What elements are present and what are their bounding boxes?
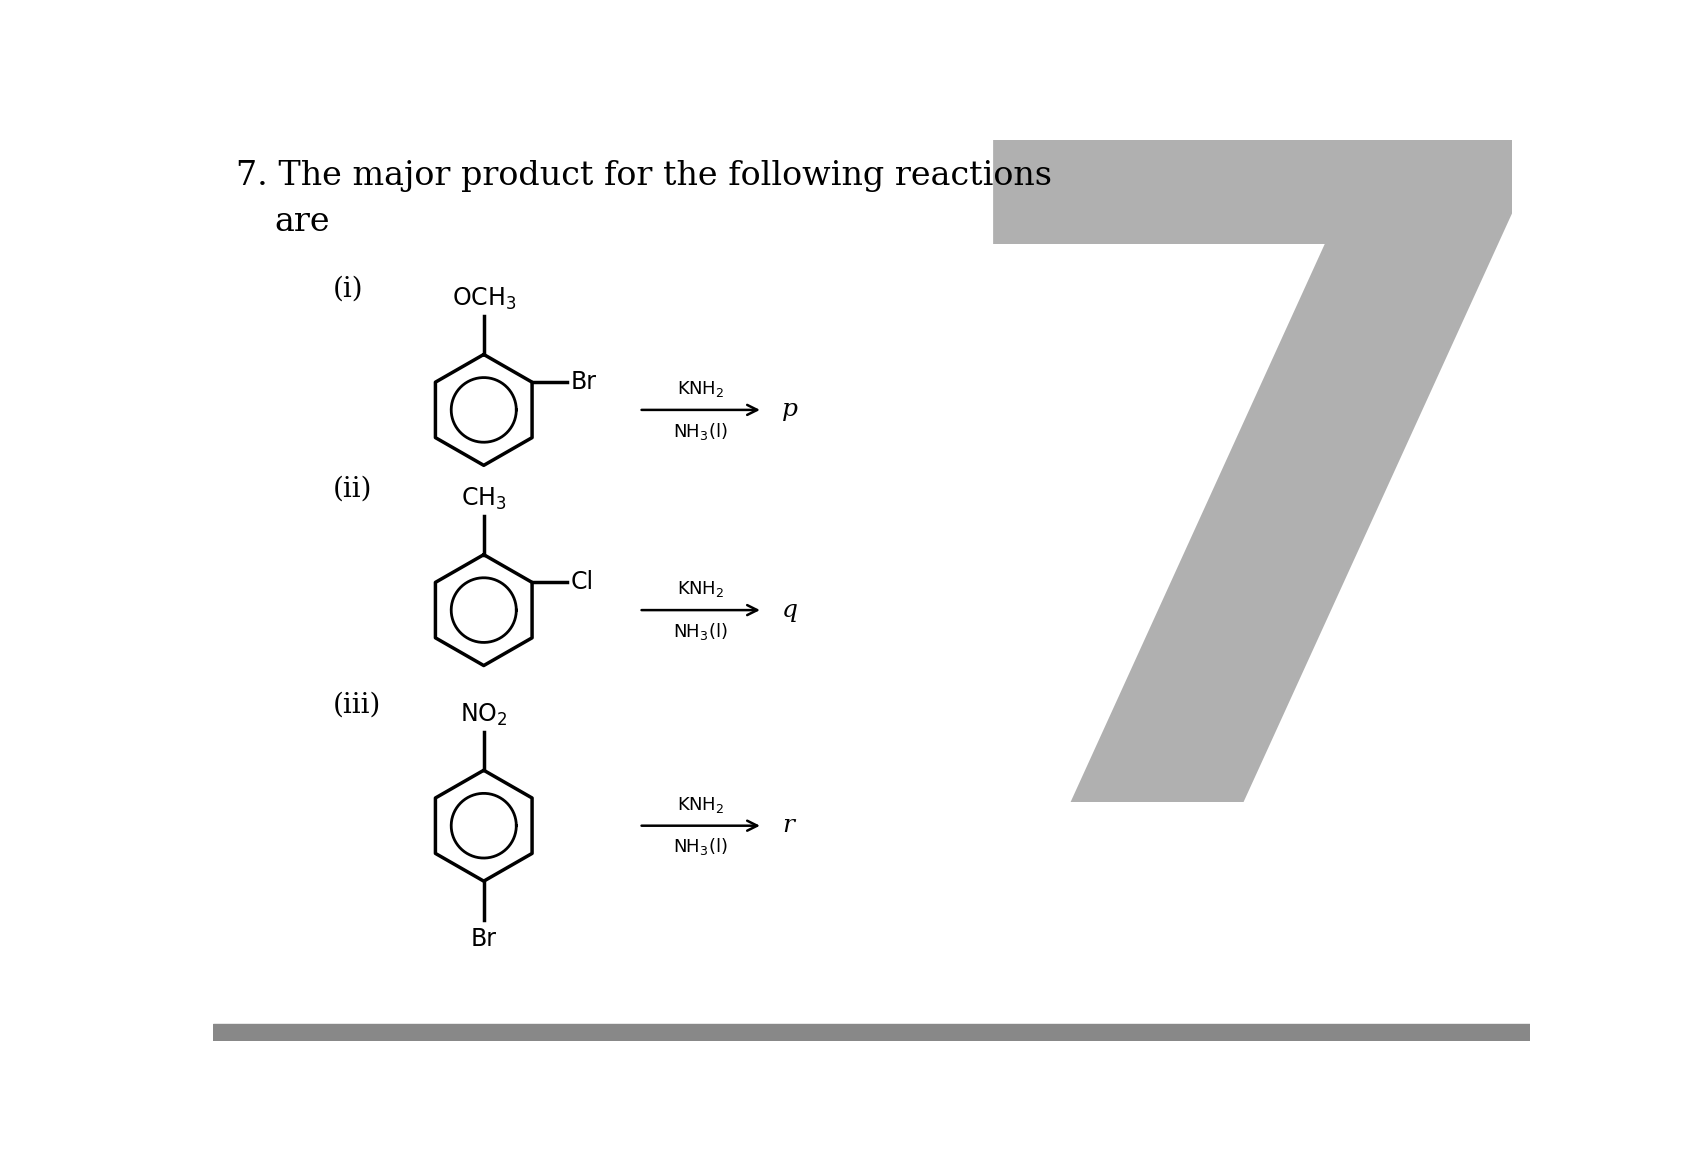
Text: are: are [274, 206, 330, 238]
Text: KNH$_2$: KNH$_2$ [677, 379, 724, 399]
Text: Br: Br [471, 928, 496, 951]
Text: 7: 7 [930, 84, 1588, 998]
Text: KNH$_2$: KNH$_2$ [677, 579, 724, 599]
Text: r: r [782, 814, 794, 838]
Text: 7. The major product for the following reactions: 7. The major product for the following r… [236, 159, 1052, 192]
Text: NO$_2$: NO$_2$ [461, 702, 507, 728]
Text: OCH$_3$: OCH$_3$ [452, 285, 515, 312]
Text: (i): (i) [333, 275, 364, 303]
Text: KNH$_2$: KNH$_2$ [677, 794, 724, 815]
Text: q: q [782, 599, 797, 621]
Text: (iii): (iii) [333, 691, 381, 718]
Text: NH$_3$(l): NH$_3$(l) [673, 421, 728, 442]
Text: NH$_3$(l): NH$_3$(l) [673, 621, 728, 642]
Text: Cl: Cl [571, 571, 593, 594]
Text: (ii): (ii) [333, 476, 372, 503]
Text: Br: Br [571, 370, 597, 394]
Text: p: p [782, 399, 797, 421]
Bar [212, 1025, 1530, 1041]
Text: NH$_3$(l): NH$_3$(l) [673, 837, 728, 858]
Text: CH$_3$: CH$_3$ [461, 486, 507, 512]
